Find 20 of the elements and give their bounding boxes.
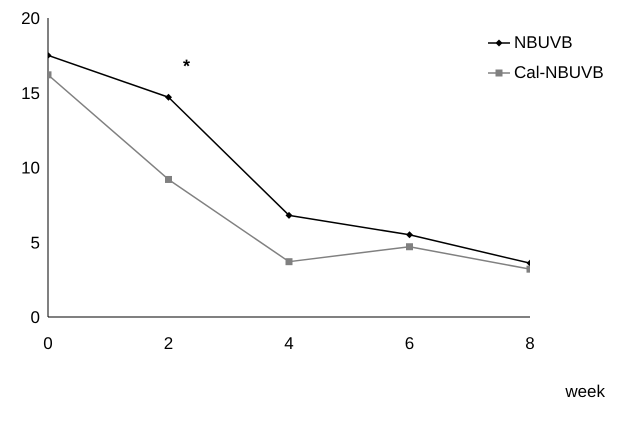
x-tick-label: 0: [43, 334, 53, 354]
x-axis-title: week: [564, 382, 606, 401]
point: [165, 176, 172, 183]
point: [165, 94, 172, 101]
y-tick-label: 20: [21, 9, 40, 28]
y-tick-label: 10: [21, 158, 40, 178]
y-tick-label: 5: [30, 233, 40, 252]
legend-label: Cal-NBUVB: [514, 62, 604, 84]
legend-label: NBUVB: [514, 32, 573, 54]
point: [406, 231, 413, 238]
annotation: *: [183, 56, 190, 77]
x-tick-label: 4: [284, 334, 294, 354]
y-tick-label: 15: [21, 84, 40, 103]
y-tick-label: 0: [30, 308, 40, 328]
x-tick-label: 2: [164, 334, 174, 354]
x-tick-label: 8: [525, 334, 535, 354]
point: [286, 212, 292, 219]
point: [286, 258, 292, 266]
point: [406, 243, 413, 250]
x-tick-label: 6: [404, 334, 414, 354]
